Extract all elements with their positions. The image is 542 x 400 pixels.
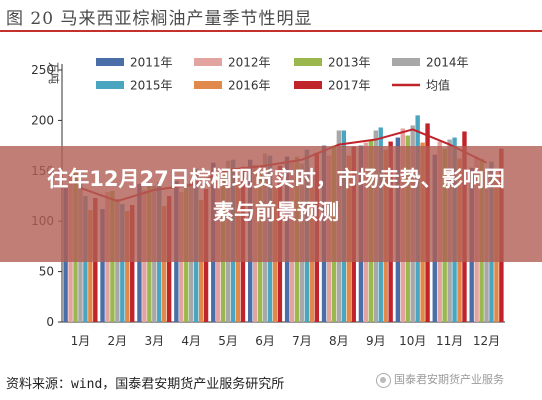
legend-label: 2011年 [130, 56, 173, 70]
legend: 2011年 2012年 2013年 2014年 2015年 2016年 2017年 均值 [96, 56, 469, 93]
x-tick-label: 12月 [473, 334, 500, 348]
bar-2017年-2月 [130, 205, 135, 322]
legend-label: 2016年 [228, 79, 271, 93]
x-tick-label: 3月 [144, 334, 164, 348]
wechat-icon [376, 372, 391, 388]
legend-label: 均值 [426, 78, 450, 93]
legend-label: 2013年 [328, 56, 371, 70]
x-tick-label: 5月 [218, 334, 238, 348]
x-tick-label: 4月 [181, 334, 201, 348]
x-ticks: 1月 2月 3月 4月 5月 6月 7月 8月 9月 10月 11月 12月 [71, 334, 501, 348]
x-tick-label: 8月 [329, 334, 349, 348]
legend-label: 2017年 [328, 79, 371, 93]
legend-label: 2014年 [426, 56, 469, 70]
legend-swatch [194, 81, 222, 89]
headline-overlay [0, 146, 542, 262]
y-tick-label: 0 [46, 315, 54, 329]
legend-swatch [294, 58, 322, 66]
title-rule [0, 30, 542, 32]
x-tick-label: 9月 [366, 334, 386, 348]
bar-2015年-2月 [120, 204, 125, 322]
source-note: 资料来源：wind，国泰君安期货产业服务研究所 [6, 377, 285, 392]
bar-2016年-2月 [125, 211, 130, 322]
x-tick-label: 7月 [292, 334, 312, 348]
legend-swatch [392, 58, 420, 66]
y-tick-label: 200 [31, 113, 54, 127]
figure-title: 图 20 马来西亚棕榈油产量季节性明显 [6, 9, 313, 29]
legend-swatch [96, 81, 124, 89]
y-tick-label: 250 [31, 63, 54, 77]
x-tick-label: 6月 [255, 334, 275, 348]
legend-swatch [294, 81, 322, 89]
legend-label: 2015年 [130, 79, 173, 93]
legend-swatch [96, 58, 124, 66]
y-tick-label: 50 [39, 265, 54, 279]
bar-2016年-1月 [88, 210, 93, 322]
bar-2011年-2月 [100, 209, 105, 322]
watermark-text: 国泰君安期货产业服务 [394, 373, 504, 386]
x-tick-label: 10月 [399, 334, 426, 348]
watermark: 国泰君安期货产业服务 [376, 371, 504, 388]
headline-text[interactable]: 往年12月27日棕榈现货实时，市场走势、影响因素与前景预测 [47, 167, 505, 224]
legend-label: 2012年 [228, 56, 271, 70]
x-tick-label: 11月 [436, 334, 463, 348]
y-axis-label: 万吨 [47, 62, 60, 84]
x-tick-label: 2月 [108, 334, 128, 348]
x-tick-label: 1月 [71, 334, 91, 348]
bar-2016年-3月 [161, 206, 167, 322]
legend-swatch [194, 58, 222, 66]
